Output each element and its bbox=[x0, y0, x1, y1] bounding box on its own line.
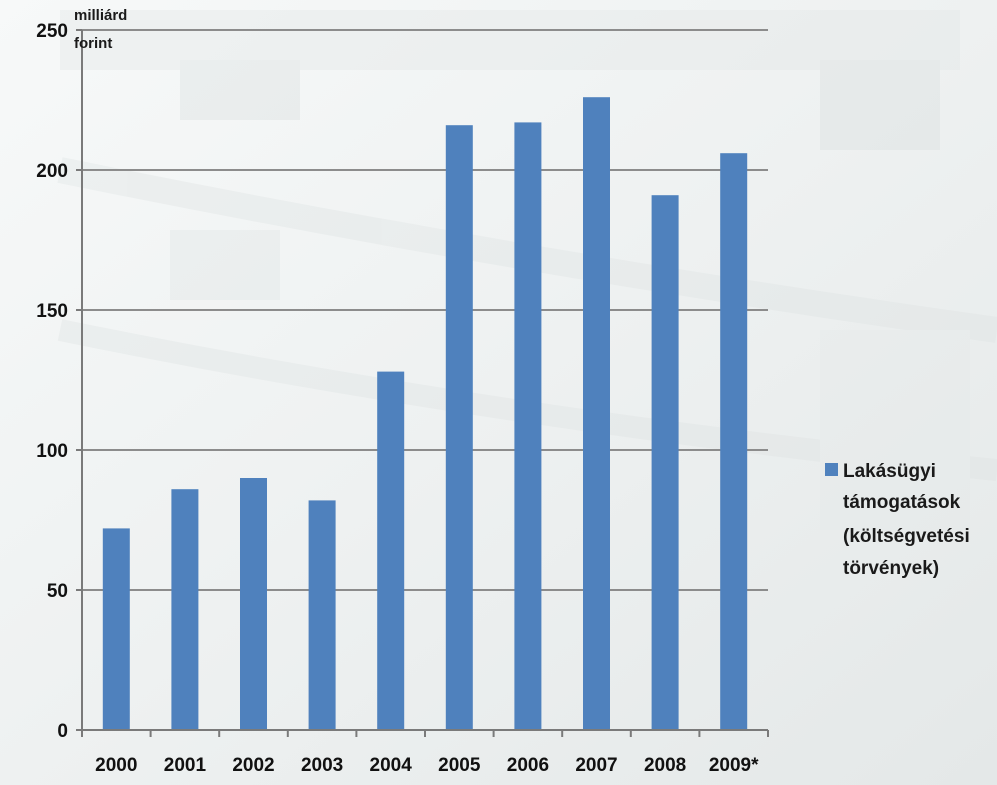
y-tick-label: 50 bbox=[47, 581, 68, 602]
bar-2004 bbox=[377, 371, 405, 730]
bar-2008 bbox=[651, 195, 679, 730]
x-tick-label: 2001 bbox=[164, 755, 207, 776]
y-tick-labels: 0 50 100 150 200 250 bbox=[36, 21, 68, 742]
unit-label-line-2: forint bbox=[74, 35, 112, 52]
bar-2006 bbox=[514, 122, 542, 730]
axes bbox=[76, 29, 769, 737]
x-tick-label: 2008 bbox=[644, 755, 686, 776]
y-tick-label: 150 bbox=[36, 301, 68, 322]
x-tick-label: 2009* bbox=[709, 755, 759, 776]
x-tick-labels: 2000 2001 2002 2003 2004 2005 2006 2007 2008 2009… bbox=[95, 755, 759, 776]
unit-label: milliárd forint bbox=[74, 7, 127, 52]
bar-2005 bbox=[445, 125, 473, 730]
bar-2000 bbox=[102, 528, 130, 730]
x-tick-label: 2006 bbox=[507, 755, 549, 776]
x-tick-label: 2005 bbox=[438, 755, 481, 776]
legend: Lakásügyi támogatások (költségvetési tör… bbox=[825, 461, 970, 579]
x-tick-label: 2003 bbox=[301, 755, 343, 776]
legend-label-line-3: (költségvetési bbox=[843, 526, 970, 547]
x-tick-label: 2007 bbox=[575, 755, 617, 776]
x-tick-label: 2002 bbox=[232, 755, 274, 776]
bar-2007 bbox=[583, 97, 610, 730]
bar-2009 bbox=[720, 153, 748, 730]
unit-label-line-1: milliárd bbox=[74, 7, 127, 24]
y-tick-label: 0 bbox=[57, 721, 68, 742]
y-tick-label: 250 bbox=[36, 21, 68, 42]
background-building bbox=[57, 10, 997, 530]
legend-label-line-4: törvények) bbox=[843, 558, 939, 579]
y-tick-label: 100 bbox=[36, 441, 68, 462]
x-tick-label: 2000 bbox=[95, 755, 137, 776]
bar-2002 bbox=[240, 478, 267, 730]
legend-label-line-1: Lakásügyi bbox=[843, 461, 936, 482]
bar-2001 bbox=[171, 489, 199, 730]
x-tick-label: 2004 bbox=[370, 755, 413, 776]
legend-swatch bbox=[825, 463, 838, 476]
y-tick-label: 200 bbox=[36, 161, 68, 182]
bars bbox=[102, 97, 748, 730]
bar-2003 bbox=[308, 500, 336, 730]
legend-label-line-2: támogatások bbox=[843, 492, 961, 513]
